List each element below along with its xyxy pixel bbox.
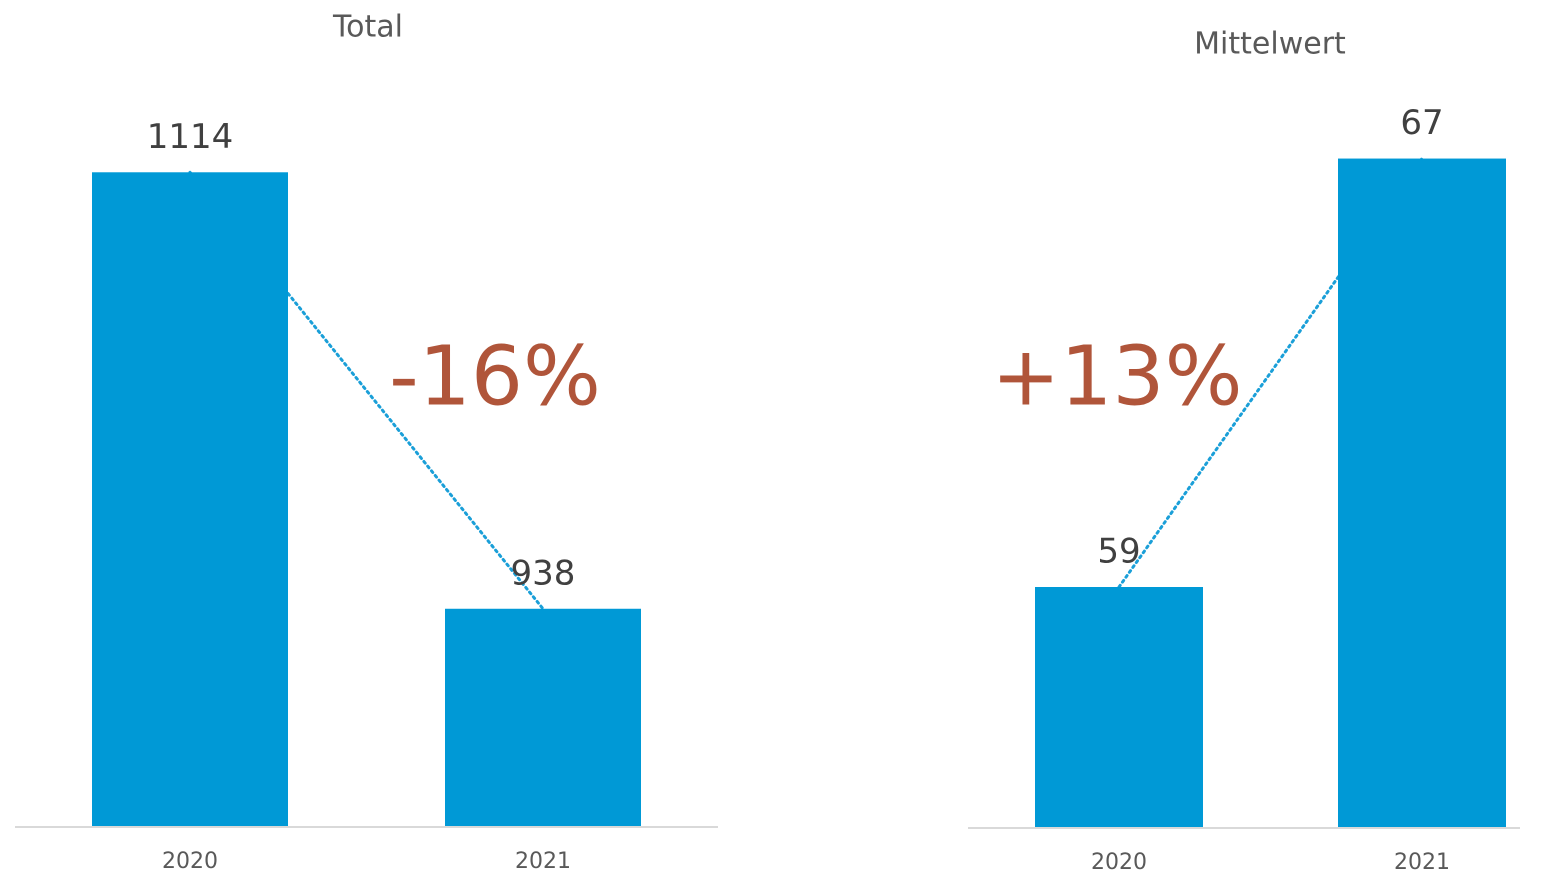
x-tick-label: 2020 bbox=[1091, 850, 1147, 875]
trend-line bbox=[188, 170, 545, 611]
chart-title: Total bbox=[332, 10, 403, 45]
data-label: 67 bbox=[1400, 103, 1443, 143]
x-tick-label: 2021 bbox=[1394, 850, 1450, 875]
bar bbox=[1035, 587, 1203, 828]
chart-title: Mittelwert bbox=[1194, 27, 1346, 62]
change-annotation: +13% bbox=[992, 329, 1243, 424]
bar bbox=[92, 172, 288, 827]
bar bbox=[1338, 158, 1506, 829]
data-label: 1114 bbox=[147, 117, 234, 157]
change-annotation: -16% bbox=[389, 329, 601, 424]
x-tick-label: 2020 bbox=[162, 849, 218, 874]
data-label: 59 bbox=[1097, 532, 1140, 572]
data-label: 938 bbox=[511, 553, 576, 593]
x-tick-label: 2021 bbox=[515, 849, 571, 874]
bar bbox=[445, 608, 641, 827]
